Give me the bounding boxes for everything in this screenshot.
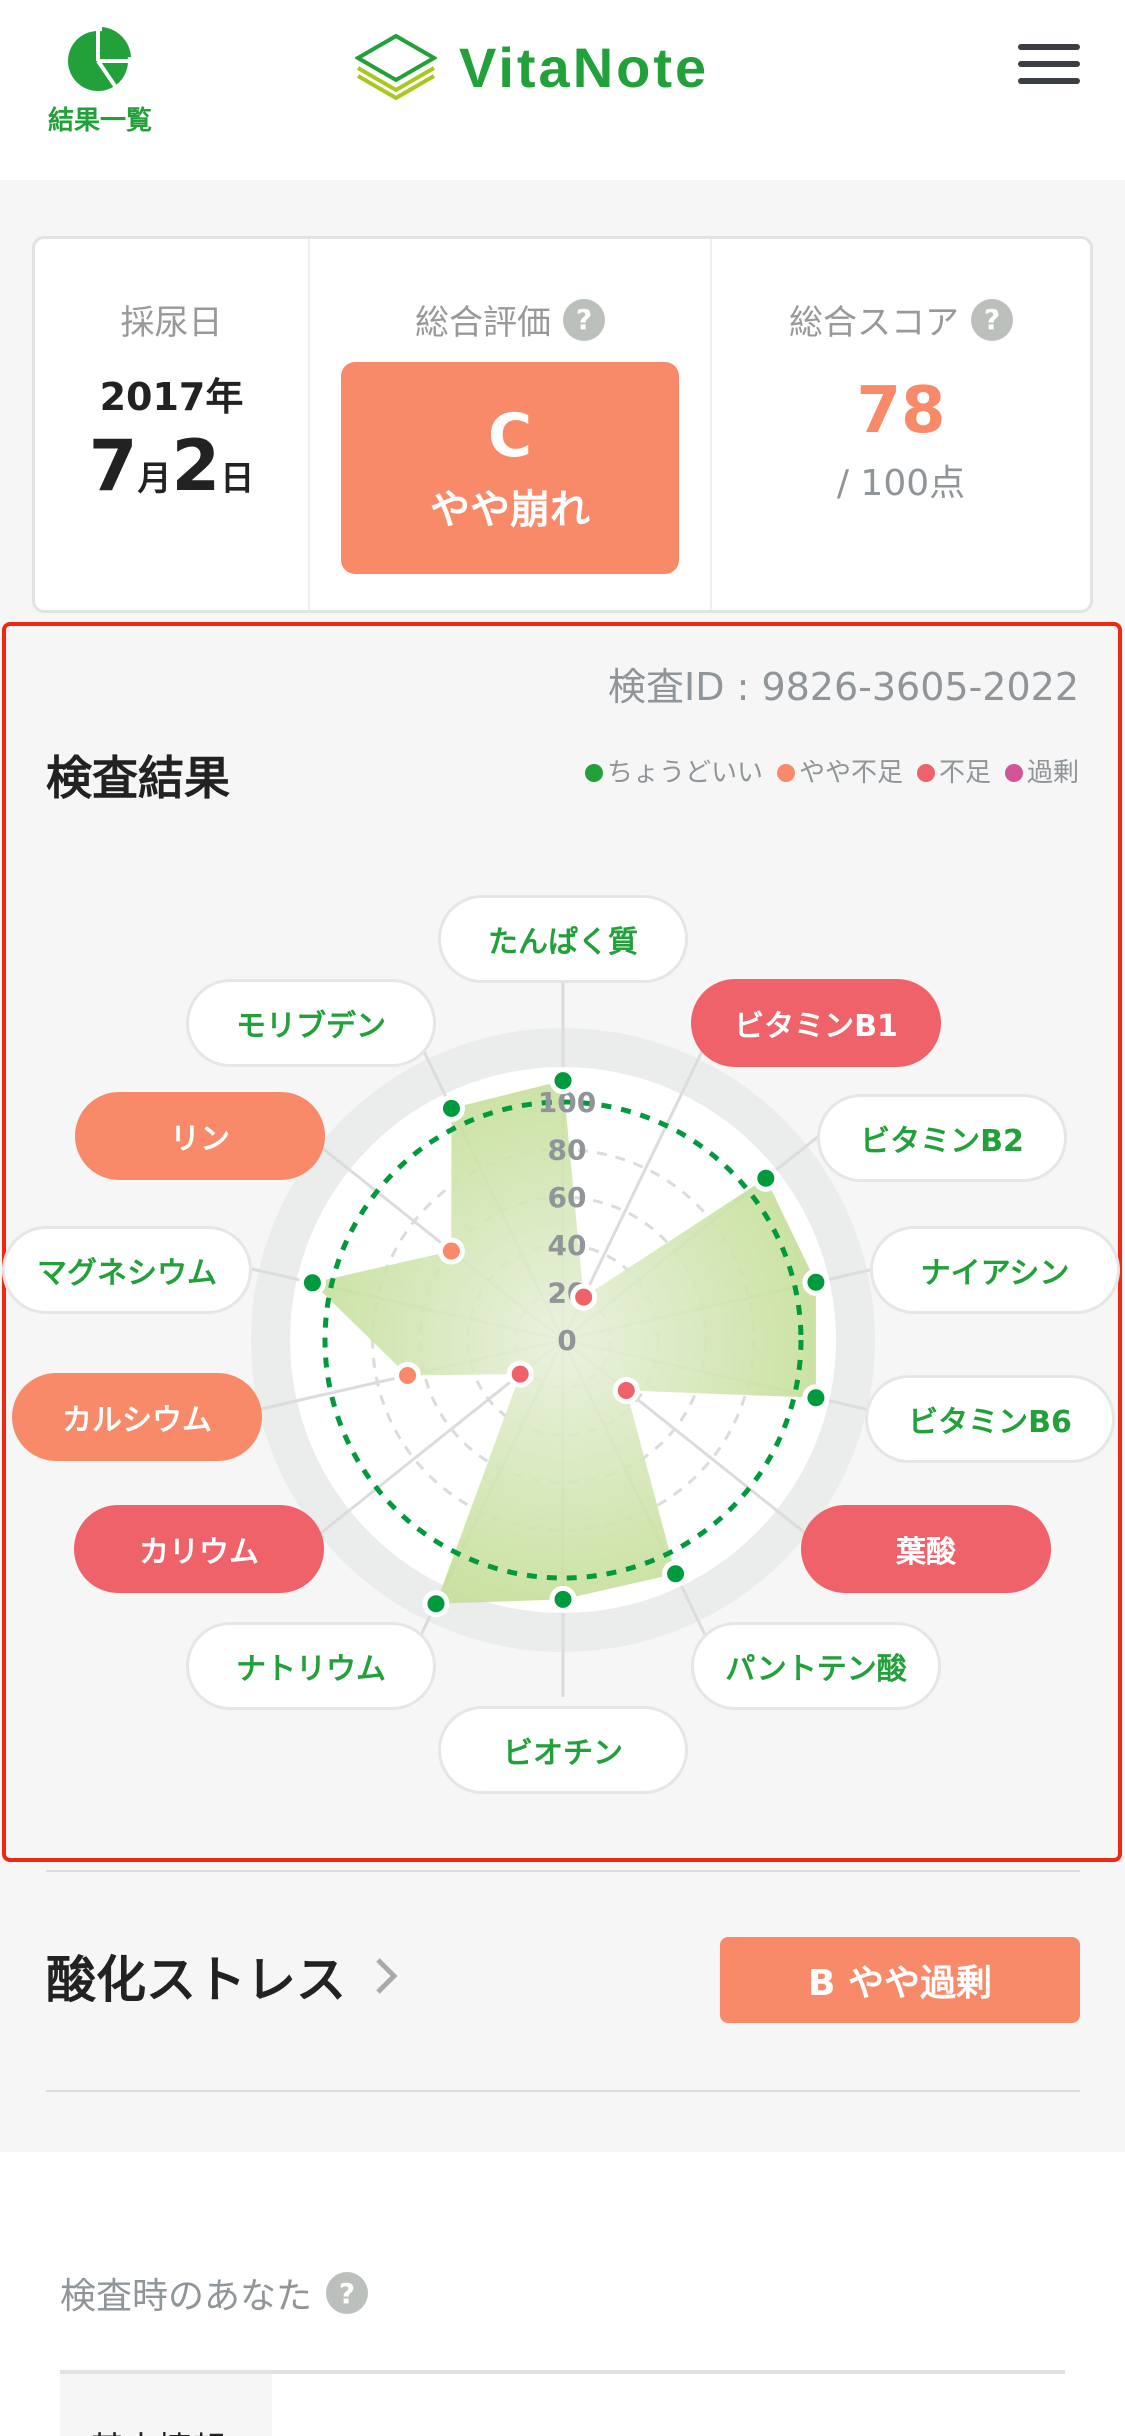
data-point <box>662 1560 690 1588</box>
legend: ちょうどいい やや不足 不足 過剰 <box>584 752 1079 789</box>
day: 2 <box>171 425 221 507</box>
legend-label: ちょうどいい <box>606 758 763 788</box>
help-icon[interactable]: ? <box>971 298 1013 341</box>
legend-dot <box>776 764 795 782</box>
data-point <box>506 1360 534 1388</box>
legend-dot <box>1004 764 1023 782</box>
nutrient-label[interactable]: パントテン酸 <box>691 1622 941 1710</box>
summary-card: 採尿日 2017年 7月2日 総合評価? C やや崩れ 総合スコア? 78 / … <box>32 236 1093 613</box>
divider <box>46 1870 1080 1872</box>
legend-dot <box>916 764 935 782</box>
test-id: 検査ID : 9826-3605-2022 <box>608 665 1079 709</box>
data-point <box>802 1384 830 1412</box>
month: 7 <box>88 425 138 507</box>
legend-item: 過剰 <box>1004 752 1079 789</box>
help-icon[interactable]: ? <box>563 298 605 341</box>
day-unit: 日 <box>220 459 255 499</box>
data-point <box>298 1269 326 1297</box>
pie-chart-icon <box>68 27 131 91</box>
result-title: 検査結果 <box>46 751 230 805</box>
chevron-right-icon <box>376 1958 398 1994</box>
data-point <box>752 1164 780 1192</box>
tick-label: 60 <box>548 1181 587 1214</box>
nutrient-label[interactable]: たんぱく質 <box>438 895 688 983</box>
data-point <box>437 1094 465 1122</box>
overall-evaluation: 総合評価? C やや崩れ <box>310 239 712 610</box>
nutrient-label[interactable]: ビタミンB6 <box>865 1375 1115 1463</box>
table-header-cell: 基本情報 <box>60 2374 272 2436</box>
data-point <box>422 1590 450 1618</box>
nutrient-label[interactable]: ナトリウム <box>186 1622 436 1710</box>
eval-label: 総合評価 <box>415 303 551 343</box>
highlight-frame <box>2 622 1122 1862</box>
table-top-border <box>60 2370 1065 2374</box>
legend-item: ちょうどいい <box>584 752 763 789</box>
tick-label: 40 <box>548 1229 587 1262</box>
date-day: 7月2日 <box>35 425 308 507</box>
results-list-link[interactable]: 結果一覧 <box>30 24 170 137</box>
legend-label: 不足 <box>938 758 991 788</box>
oxidative-title: 酸化ストレス <box>46 1951 346 2009</box>
you-title-row: 検査時のあなた? <box>60 2267 369 2319</box>
oxidative-stress-link[interactable]: 酸化ストレス <box>46 1940 398 2012</box>
oxidative-badge[interactable]: B やや過剰 <box>720 1937 1080 2023</box>
data-area <box>312 1080 816 1604</box>
app-logo: VitaNote <box>355 34 709 100</box>
app-name: VitaNote <box>459 35 710 99</box>
data-point <box>394 1361 422 1389</box>
help-icon[interactable]: ? <box>326 2272 369 2314</box>
nutrient-label[interactable]: リン <box>75 1092 325 1180</box>
legend-item: やや不足 <box>776 752 903 789</box>
you-title: 検査時のあなた <box>60 2276 313 2317</box>
date-label: 採尿日 <box>120 303 223 343</box>
data-point <box>802 1268 830 1296</box>
data-point <box>612 1376 640 1404</box>
score-value: 78 <box>856 374 946 448</box>
legend-dot <box>584 764 603 782</box>
month-unit: 月 <box>137 459 172 499</box>
data-point <box>437 1237 465 1265</box>
legend-label: 過剰 <box>1026 758 1079 788</box>
nutrient-label[interactable]: モリブデン <box>186 979 436 1067</box>
nutrient-label[interactable]: ビタミンB1 <box>691 979 941 1067</box>
nutrient-label[interactable]: 葉酸 <box>801 1505 1051 1593</box>
eval-grade: C <box>487 401 533 471</box>
nutrient-label[interactable]: ビタミンB2 <box>817 1094 1067 1182</box>
date-year: 2017年 <box>99 375 244 419</box>
results-list-label: 結果一覧 <box>47 106 152 136</box>
data-point <box>549 1067 577 1095</box>
collection-date: 採尿日 2017年 7月2日 <box>35 239 310 610</box>
overall-score: 総合スコア? 78 / 100点 <box>712 239 1090 610</box>
divider <box>46 2090 1080 2092</box>
data-point <box>549 1585 577 1613</box>
score-label: 総合スコア <box>789 303 959 343</box>
eval-text: やや崩れ <box>430 487 590 533</box>
reference-circle <box>322 1099 804 1581</box>
tick-label: 0 <box>557 1324 576 1357</box>
nutrient-label[interactable]: カリウム <box>74 1505 324 1593</box>
legend-item: 不足 <box>916 752 991 789</box>
eval-badge: C やや崩れ <box>341 362 679 574</box>
tick-label: 80 <box>548 1134 587 1167</box>
layers-logo-icon <box>355 34 437 100</box>
basic-info-label: 基本情報 <box>60 2374 272 2436</box>
hamburger-icon[interactable] <box>1018 44 1080 84</box>
data-point <box>570 1283 598 1311</box>
legend-label: やや不足 <box>798 758 903 788</box>
nutrient-label[interactable]: ビオチン <box>438 1706 688 1794</box>
header <box>0 0 1125 180</box>
nutrient-label[interactable]: マグネシウム <box>2 1226 252 1314</box>
score-max: / 100点 <box>836 463 966 504</box>
nutrient-label[interactable]: ナイアシン <box>870 1226 1120 1314</box>
nutrient-label[interactable]: カルシウム <box>12 1373 262 1461</box>
